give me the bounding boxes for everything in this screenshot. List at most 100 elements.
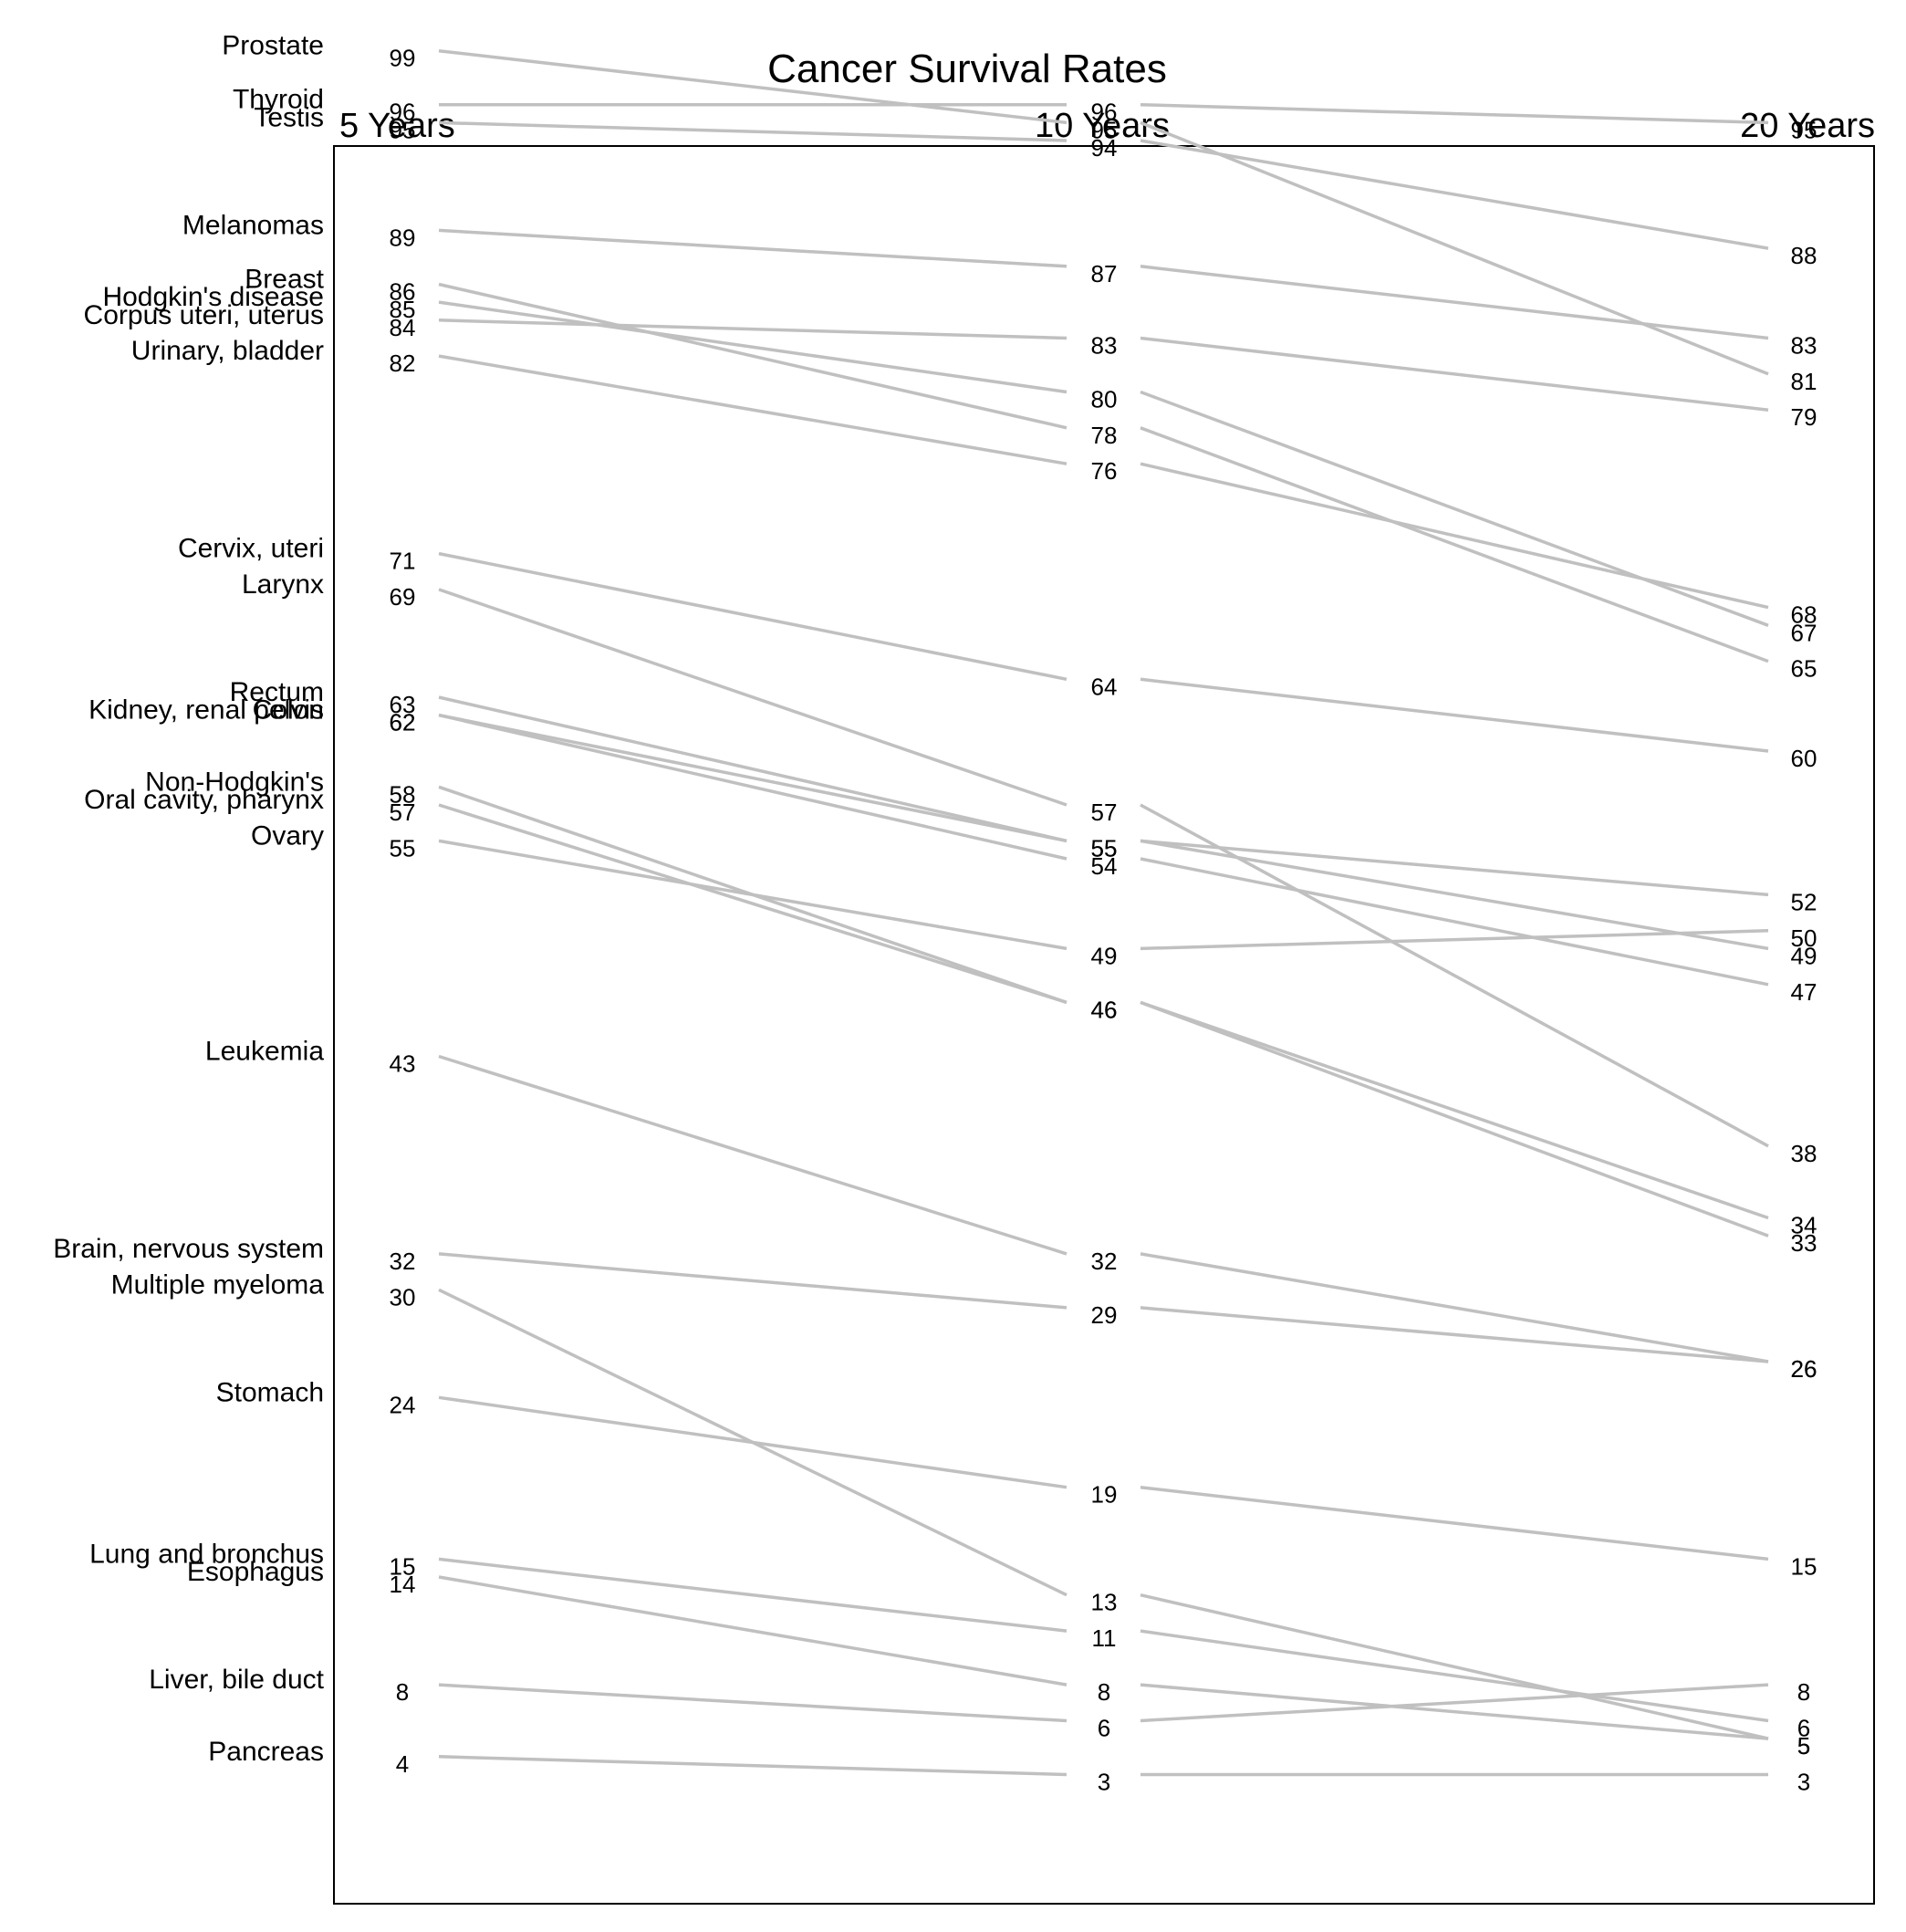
value-label-brain-nervous-system-20-years: 26 — [1791, 1355, 1817, 1383]
slope-line-colon-2 — [1140, 839, 1769, 897]
category-label-testis: Testis — [254, 102, 324, 132]
slope-line-stomach-2 — [1140, 1485, 1769, 1561]
category-label-urinary-bladder: Urinary, bladder — [131, 336, 324, 366]
category-label-leukemia: Leukemia — [205, 1037, 324, 1067]
slope-line-colon-1 — [438, 713, 1068, 843]
slope-line-lung-and-bronchus-1 — [438, 1557, 1068, 1633]
value-label-oral-cavity-pharynx-10-years: 46 — [1091, 996, 1118, 1023]
value-label-melanomas-10-years: 87 — [1091, 260, 1118, 287]
slope-line-prostate-2 — [1140, 120, 1769, 376]
slope-line-thyroid-2 — [1140, 102, 1769, 125]
value-label-brain-nervous-system-5-years: 32 — [390, 1248, 416, 1275]
value-label-leukemia-5-years: 43 — [390, 1050, 416, 1078]
value-label-kidney-renal-pelvis-5-years: 62 — [390, 709, 416, 736]
value-label-esophagus-5-years: 14 — [390, 1571, 416, 1598]
category-label-thyroid: Thyroid — [233, 85, 324, 115]
slope-line-oral-cavity-pharynx-2 — [1140, 1000, 1769, 1238]
slope-line-corpus-uteri-uterus-1 — [438, 319, 1068, 340]
slope-line-liver-bile-duct-1 — [438, 1683, 1068, 1723]
value-label-colon-20-years: 52 — [1791, 888, 1817, 915]
slope-line-liver-bile-duct-2 — [1140, 1683, 1769, 1723]
slope-line-urinary-bladder-2 — [1140, 462, 1769, 610]
value-label-hodgkin-s-disease-20-years: 67 — [1791, 619, 1817, 646]
value-label-corpus-uteri-uterus-5-years: 84 — [390, 314, 416, 341]
value-label-urinary-bladder-10-years: 76 — [1091, 457, 1118, 485]
plot-frame — [333, 145, 1875, 1905]
slope-line-cervix-uteri-2 — [1140, 677, 1769, 753]
slope-line-multiple-myeloma-2 — [1140, 1593, 1769, 1740]
value-label-testis-20-years: 88 — [1791, 242, 1817, 269]
category-label-cervix-uteri: Cervix, uteri — [178, 534, 324, 564]
category-label-breast: Breast — [245, 265, 324, 295]
value-label-melanomas-20-years: 83 — [1791, 332, 1817, 360]
value-label-rectum-5-years: 63 — [390, 691, 416, 718]
category-label-non-hodgkin-s: Non-Hodgkin's — [145, 767, 324, 797]
slope-line-kidney-renal-pelvis-1 — [438, 713, 1068, 861]
category-label-colon: Colon — [253, 695, 324, 726]
slope-line-ovary-2 — [1140, 929, 1769, 951]
slope-line-breast-2 — [1140, 426, 1769, 663]
chart-title: Cancer Survival Rates — [767, 47, 1167, 91]
value-label-pancreas-10-years: 3 — [1098, 1769, 1110, 1796]
slope-line-lung-and-bronchus-2 — [1140, 1629, 1769, 1723]
value-label-non-hodgkin-s-5-years: 58 — [390, 780, 416, 808]
value-label-leukemia-20-years: 26 — [1791, 1355, 1817, 1383]
slope-line-melanomas-1 — [438, 228, 1068, 268]
category-label-melanomas: Melanomas — [182, 210, 324, 240]
value-label-pancreas-5-years: 4 — [396, 1750, 409, 1778]
value-label-hodgkin-s-disease-5-years: 85 — [390, 296, 416, 323]
category-label-brain-nervous-system: Brain, nervous system — [53, 1234, 324, 1264]
slope-line-prostate-1 — [438, 48, 1068, 125]
category-label-rectum: Rectum — [230, 677, 324, 707]
value-label-esophagus-20-years: 5 — [1797, 1732, 1810, 1760]
value-label-cervix-uteri-10-years: 64 — [1091, 673, 1118, 700]
value-label-rectum-20-years: 49 — [1791, 942, 1817, 969]
slope-line-testis-1 — [438, 120, 1068, 142]
value-label-urinary-bladder-20-years: 68 — [1791, 601, 1817, 629]
category-label-ovary: Ovary — [251, 820, 324, 851]
slope-line-hodgkin-s-disease-1 — [438, 300, 1068, 394]
value-label-breast-5-years: 86 — [390, 278, 416, 306]
value-label-larynx-20-years: 38 — [1791, 1140, 1817, 1167]
slope-line-larynx-2 — [1140, 803, 1769, 1148]
value-label-lung-and-bronchus-20-years: 6 — [1797, 1715, 1810, 1742]
value-label-colon-5-years: 62 — [390, 709, 416, 736]
value-label-lung-and-bronchus-5-years: 15 — [390, 1552, 416, 1580]
value-label-testis-10-years: 94 — [1091, 134, 1118, 162]
value-label-thyroid-10-years: 96 — [1091, 99, 1118, 126]
value-label-testis-5-years: 95 — [390, 116, 416, 143]
value-label-oral-cavity-pharynx-20-years: 33 — [1791, 1229, 1817, 1257]
category-label-prostate: Prostate — [222, 31, 324, 61]
value-label-breast-10-years: 78 — [1091, 422, 1118, 449]
value-label-liver-bile-duct-10-years: 6 — [1098, 1715, 1110, 1742]
value-label-ovary-5-years: 55 — [390, 834, 416, 862]
slope-line-rectum-1 — [438, 695, 1068, 843]
slope-line-esophagus-1 — [438, 1575, 1068, 1687]
value-label-thyroid-5-years: 96 — [390, 99, 416, 126]
value-label-corpus-uteri-uterus-10-years: 83 — [1091, 332, 1118, 360]
value-label-cervix-uteri-5-years: 71 — [390, 548, 416, 575]
value-label-esophagus-10-years: 8 — [1098, 1678, 1110, 1706]
value-label-pancreas-20-years: 3 — [1797, 1769, 1810, 1796]
value-label-larynx-5-years: 69 — [390, 583, 416, 611]
value-label-liver-bile-duct-5-years: 8 — [396, 1678, 409, 1706]
value-label-leukemia-10-years: 32 — [1091, 1248, 1118, 1275]
value-label-kidney-renal-pelvis-20-years: 47 — [1791, 978, 1817, 1006]
value-label-multiple-myeloma-5-years: 30 — [390, 1283, 416, 1311]
value-label-cervix-uteri-20-years: 60 — [1791, 745, 1817, 772]
value-label-stomach-20-years: 15 — [1791, 1552, 1817, 1580]
category-label-hodgkin-s-disease: Hodgkin's disease — [102, 282, 324, 312]
value-label-ovary-10-years: 49 — [1091, 942, 1118, 969]
column-header-20-years: 20 Years — [1740, 107, 1875, 145]
value-label-liver-bile-duct-20-years: 8 — [1797, 1678, 1810, 1706]
value-label-prostate-10-years: 95 — [1091, 116, 1118, 143]
value-label-ovary-20-years: 50 — [1791, 924, 1817, 952]
slope-line-pancreas-1 — [438, 1755, 1068, 1777]
slope-line-brain-nervous-system-2 — [1140, 1306, 1769, 1363]
value-label-corpus-uteri-uterus-20-years: 79 — [1791, 403, 1817, 431]
value-label-rectum-10-years: 55 — [1091, 834, 1118, 862]
value-label-colon-10-years: 55 — [1091, 834, 1118, 862]
value-label-thyroid-20-years: 95 — [1791, 116, 1817, 143]
value-label-melanomas-5-years: 89 — [390, 224, 416, 251]
